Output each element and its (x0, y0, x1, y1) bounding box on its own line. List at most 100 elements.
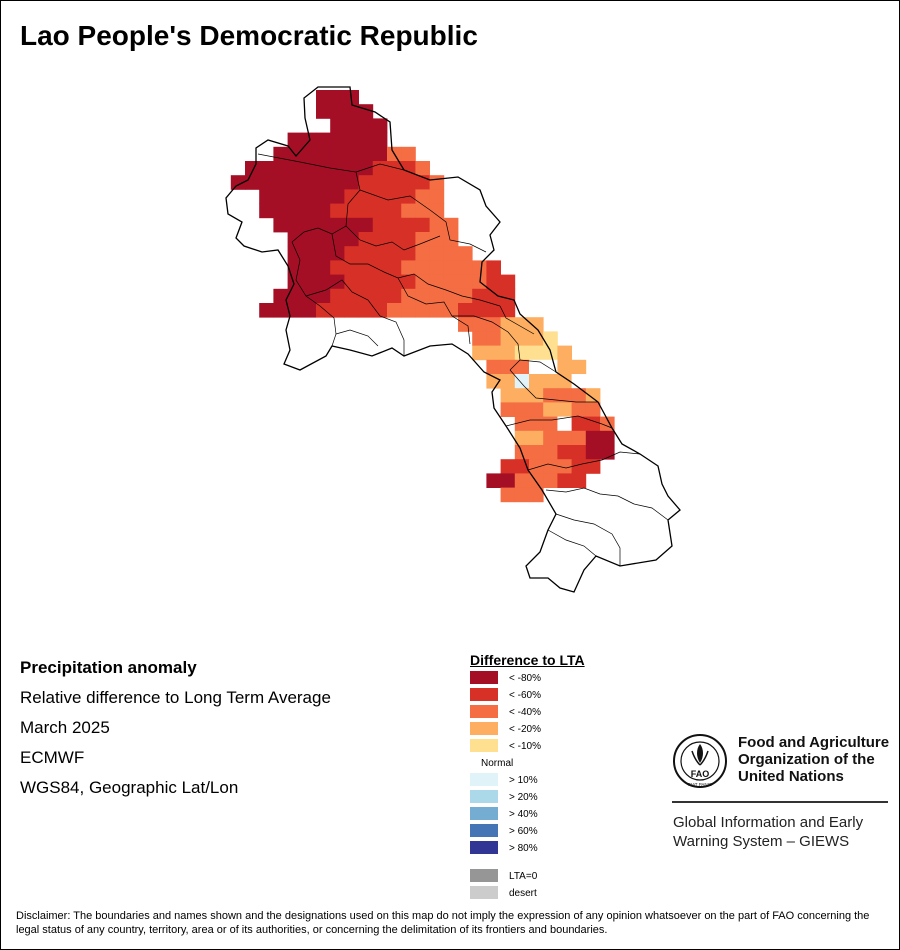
anomaly-cell (514, 473, 530, 488)
anomaly-cell (429, 175, 445, 190)
anomaly-cell (330, 246, 345, 261)
divider (672, 801, 888, 803)
legend-label: > 40% (509, 809, 538, 820)
anomaly-cell (514, 416, 530, 432)
info-variable: Precipitation anomaly (20, 658, 197, 677)
anomaly-cell (514, 359, 530, 375)
anomaly-cell (344, 232, 359, 247)
anomaly-cell (571, 402, 587, 417)
anomaly-cell (415, 288, 430, 304)
anomaly-cell (287, 161, 303, 176)
anomaly-cell (443, 274, 459, 290)
anomaly-cell (372, 246, 388, 261)
anomaly-cell (529, 416, 544, 432)
anomaly-cell (429, 246, 445, 261)
anomaly-cell (372, 175, 388, 190)
anomaly-cell (287, 217, 303, 233)
anomaly-cell (344, 175, 359, 190)
disclaimer-text: Disclaimer: The boundaries and names sho… (16, 910, 870, 936)
info-description: Relative difference to Long Term Average (20, 688, 331, 707)
anomaly-cell (415, 232, 430, 247)
anomaly-cell (316, 161, 331, 176)
anomaly-cell (529, 388, 544, 403)
anomaly-cell (429, 203, 445, 219)
info-projection: WGS84, Geographic Lat/Lon (20, 778, 239, 797)
anomaly-cell (358, 288, 374, 304)
anomaly-cell (557, 359, 572, 375)
anomaly-cell (372, 217, 388, 233)
anomaly-cell (344, 274, 359, 290)
anomaly-cell (259, 175, 274, 190)
anomaly-cell (287, 132, 303, 148)
anomaly-cell (316, 203, 331, 219)
anomaly-cell (571, 445, 587, 460)
anomaly-cell (500, 487, 516, 503)
anomaly-cell (273, 161, 288, 176)
legend-label: > 60% (509, 826, 538, 837)
anomaly-cell (372, 260, 388, 275)
anomaly-cell (387, 189, 402, 204)
anomaly-cell (529, 345, 544, 361)
anomaly-cell (543, 331, 558, 346)
anomaly-cell (330, 189, 345, 204)
anomaly-cell (330, 161, 345, 176)
anomaly-cell (330, 90, 345, 105)
anomaly-cell (316, 232, 331, 247)
anomaly-cell (472, 288, 487, 304)
anomaly-cell (543, 388, 558, 403)
anomaly-cell (443, 232, 459, 247)
anomaly-cell (287, 288, 303, 304)
anomaly-cell (500, 303, 516, 318)
anomaly-cell (458, 246, 473, 261)
anomaly-cell (458, 288, 473, 304)
anomaly-cell (514, 388, 530, 403)
anomaly-cell (443, 288, 459, 304)
anomaly-cell (358, 132, 374, 148)
anomaly-cell (401, 274, 416, 290)
anomaly-cell (500, 274, 516, 290)
anomaly-cell (529, 430, 544, 446)
anomaly-cell (301, 132, 317, 148)
anomaly-cell (330, 288, 345, 304)
anomaly-cell (387, 175, 402, 190)
anomaly-cell (458, 274, 473, 290)
anomaly-cell (344, 104, 359, 119)
anomaly-cell (358, 246, 374, 261)
anomaly-cell (443, 217, 459, 233)
legend-label: < -10% (509, 741, 541, 752)
anomaly-cell (372, 203, 388, 219)
anomaly-cell (529, 374, 544, 389)
legend-swatch (470, 705, 498, 718)
info-period: March 2025 (20, 718, 110, 737)
anomaly-cell (259, 189, 274, 204)
anomaly-cell (372, 132, 388, 148)
anomaly-cell (472, 303, 487, 318)
anomaly-cell (486, 274, 501, 290)
anomaly-cell (358, 104, 374, 119)
anomaly-cell (301, 288, 317, 304)
legend-swatch (470, 841, 498, 854)
anomaly-cell (557, 445, 572, 460)
anomaly-cell (486, 303, 501, 318)
legend-label: > 10% (509, 775, 538, 786)
anomaly-cell (458, 303, 473, 318)
anomaly-cell (600, 430, 615, 446)
anomaly-cell (316, 303, 331, 318)
anomaly-cell (259, 203, 274, 219)
giews-line: Global Information and Early (673, 814, 864, 831)
fao-logo-letters: FAO (691, 769, 710, 779)
anomaly-cell (316, 260, 331, 275)
anomaly-cell (415, 246, 430, 261)
anomaly-cell (301, 246, 317, 261)
anomaly-cell (401, 161, 416, 176)
anomaly-cell (500, 388, 516, 403)
anomaly-cell (358, 274, 374, 290)
anomaly-cell (557, 345, 572, 361)
anomaly-cell (401, 232, 416, 247)
anomaly-cell (401, 146, 416, 162)
anomaly-cell (585, 445, 601, 460)
fao-logo-motto: FIAT PANIS (688, 782, 712, 787)
anomaly-cell (316, 274, 331, 290)
anomaly-cell (500, 288, 516, 304)
anomaly-cell (330, 175, 345, 190)
